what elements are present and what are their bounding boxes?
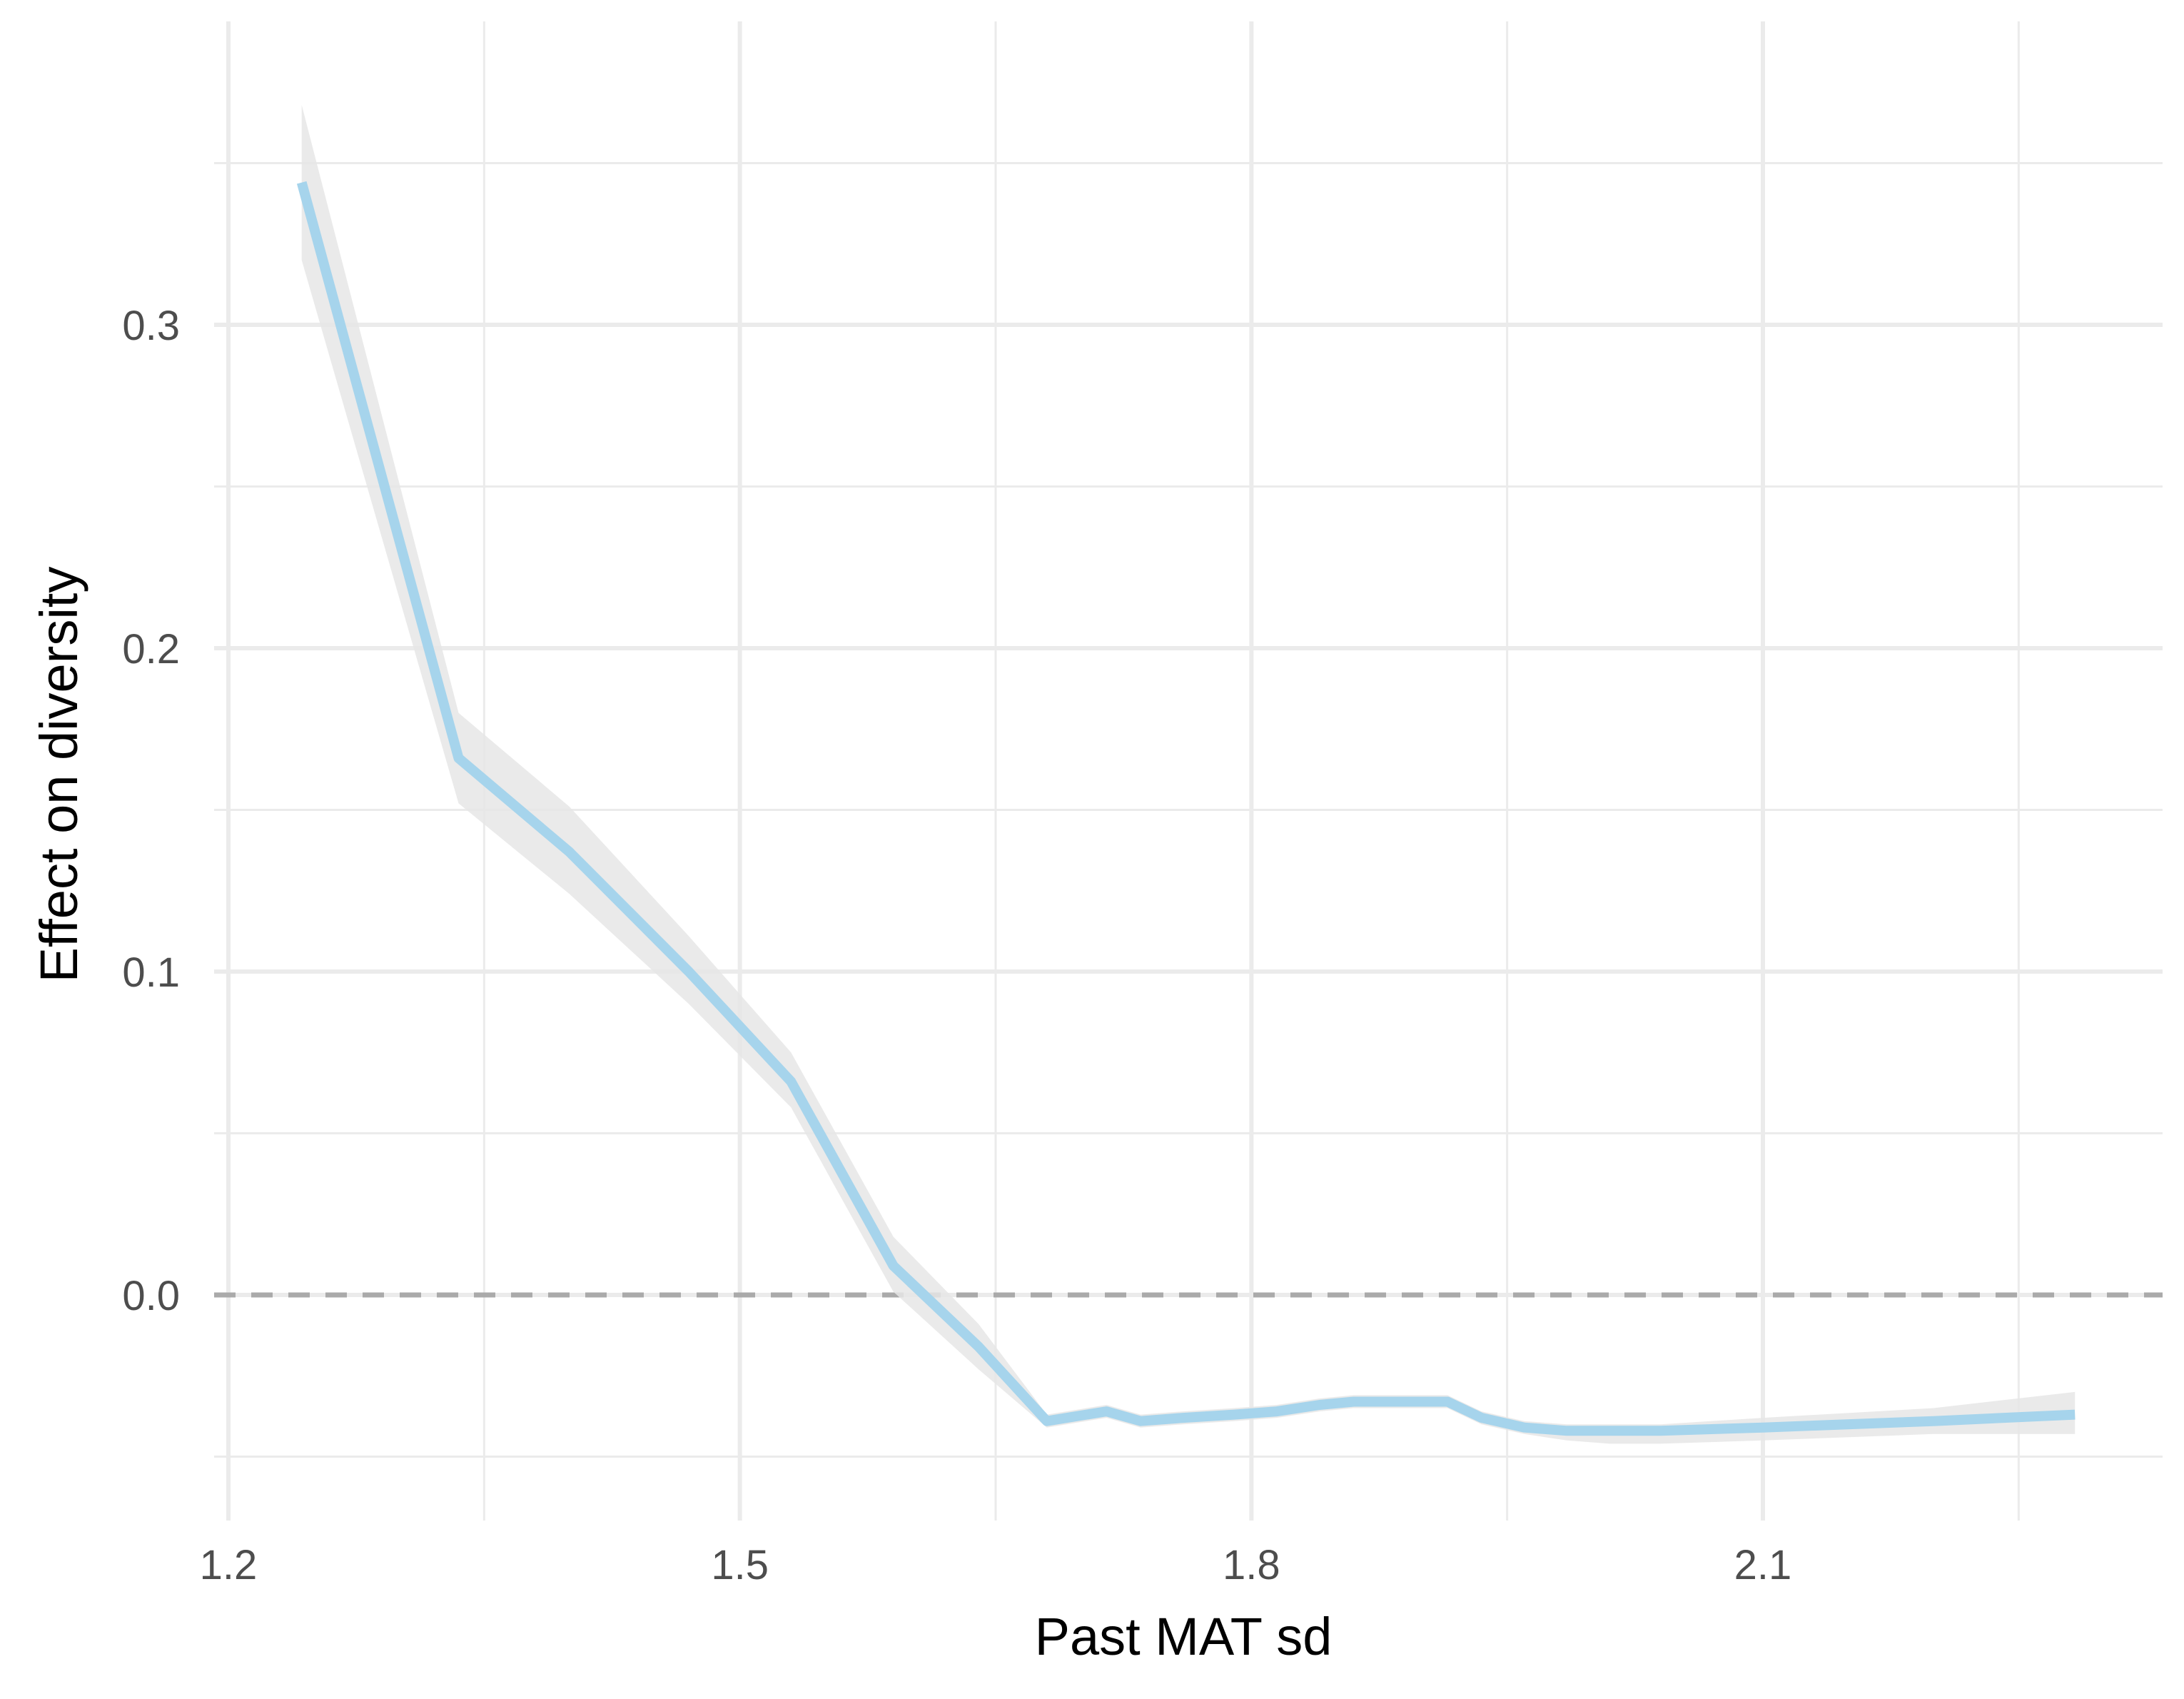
- confidence-ribbon: [301, 105, 2076, 1444]
- series-lines: [296, 181, 2076, 1436]
- x-tick-label: 2.1: [1734, 1542, 1792, 1588]
- y-axis-title: Effect on diversity: [29, 567, 89, 983]
- y-tick-label: 0.2: [122, 626, 180, 672]
- y-tick-label: 0.1: [122, 949, 180, 996]
- series-line: [296, 181, 2076, 1436]
- x-tick-label: 1.5: [711, 1542, 769, 1588]
- x-axis-title: Past MAT sd: [1035, 1607, 1333, 1666]
- y-tick-label: 0.0: [122, 1273, 180, 1319]
- x-tick-label: 1.2: [200, 1542, 258, 1588]
- x-axis-tick-labels: 1.2 1.5 1.8 2.1: [200, 1542, 1792, 1588]
- x-tick-label: 1.8: [1223, 1542, 1280, 1588]
- y-tick-label: 0.3: [122, 303, 180, 349]
- confidence-ribbons: [301, 105, 2076, 1444]
- y-axis-tick-labels: 0.0 0.1 0.2 0.3: [122, 303, 180, 1319]
